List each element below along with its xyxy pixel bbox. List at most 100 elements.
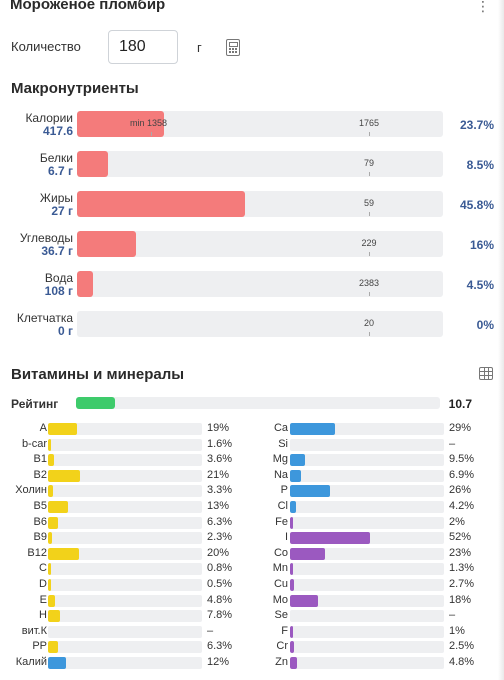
nutrient-name: F: [281, 625, 288, 637]
nutrient-bar: [290, 548, 444, 560]
nutrient-bar-fill: [48, 485, 53, 497]
nutrient-bar: [290, 657, 444, 669]
nutrient-percent: 0.5%: [207, 578, 233, 590]
nutrient-percent: 7.8%: [207, 609, 233, 621]
macro-name: Жиры: [39, 191, 73, 205]
nutrient-name: Калий: [15, 656, 47, 668]
nutrient-percent: 29%: [449, 422, 472, 434]
nutrient-percent: 1%: [449, 625, 465, 637]
nutrient-percent: 21%: [207, 469, 230, 481]
nutrient-bar: [48, 610, 202, 622]
nutrient-name: Ca: [273, 422, 288, 434]
nutrient-percent: 0.8%: [207, 562, 233, 574]
nutrient-bar-fill: [48, 532, 52, 544]
nutrient-bar-fill: [48, 439, 51, 451]
nutrient-percent: –: [207, 625, 214, 637]
nutrient-bar-fill: [290, 470, 301, 482]
macro-norm: 2383: [359, 278, 380, 288]
nutrient-bar: [48, 548, 202, 560]
nutrient-bar: [290, 454, 444, 466]
nutrient-name: Se: [274, 609, 288, 621]
nutrient-bar: [290, 563, 444, 575]
nutrient-percent: 4.8%: [207, 594, 233, 606]
nutrient-bar-fill: [290, 626, 293, 638]
nutrient-bar: [48, 595, 202, 607]
table-view-icon[interactable]: [479, 367, 493, 380]
nutrient-bar-fill: [48, 470, 80, 482]
macro-bar: min 1358 1765: [77, 111, 443, 137]
nutrient-bar: [48, 626, 202, 638]
nutrient-percent: –: [449, 609, 456, 621]
macros-title: Макронутриенты: [11, 80, 139, 97]
nutrient-name: Холин: [15, 484, 47, 496]
macro-value: 36.7 г: [41, 244, 73, 258]
macro-norm-tick: [369, 172, 370, 176]
nutrient-name: C: [39, 562, 47, 574]
calculator-icon[interactable]: [226, 39, 240, 56]
nutrient-name: PP: [32, 640, 47, 652]
nutrient-bar: [290, 517, 444, 529]
nutrient-bar: [48, 423, 202, 435]
macro-norm-tick: [369, 332, 370, 336]
macro-percent: 0%: [476, 318, 494, 332]
nutrient-bar-fill: [290, 579, 294, 591]
nutrient-percent: 26%: [449, 484, 472, 496]
nutrient-percent: 12%: [207, 656, 230, 668]
nutrient-bar: [48, 454, 202, 466]
nutrient-percent: 19%: [207, 422, 230, 434]
macro-bar-fill: [77, 271, 93, 297]
nutrient-percent: 13%: [207, 500, 230, 512]
nutrient-name: B9: [33, 531, 47, 543]
nutrient-bar-fill: [290, 532, 370, 544]
macro-norm-tick: [369, 252, 370, 256]
nutrient-bar: [48, 563, 202, 575]
nutrient-bar: [290, 485, 444, 497]
nutrient-name: Si: [278, 438, 288, 450]
nutrient-bar-fill: [48, 423, 77, 435]
nutrient-bar-fill: [48, 595, 55, 607]
nutrient-bar-fill: [48, 501, 68, 513]
nutrient-bar-fill: [290, 657, 297, 669]
nutrient-bar: [48, 439, 202, 451]
nutrient-bar: [290, 501, 444, 513]
quantity-input[interactable]: 180: [108, 30, 178, 64]
nutrient-bar-fill: [290, 423, 335, 435]
nutrient-bar-fill: [290, 501, 296, 513]
macro-percent: 4.5%: [466, 278, 494, 292]
macro-row: Белки 6.7 г 79 8.5%: [0, 151, 504, 179]
macro-bar: 59: [77, 191, 443, 217]
nutrient-name: Cl: [277, 500, 288, 512]
macro-row: Клетчатка 0 г 20 0%: [0, 311, 504, 339]
header-bar: Мороженое пломбир ⋮: [0, 0, 504, 18]
macro-value: 0 г: [57, 324, 73, 338]
rating-bar: [76, 397, 440, 409]
nutrient-percent: 1.6%: [207, 438, 233, 450]
nutrient-name: B12: [27, 547, 47, 559]
macro-percent: 23.7%: [459, 118, 494, 132]
nutrient-bar: [290, 641, 444, 653]
nutrient-percent: 3.6%: [207, 453, 233, 465]
nutrient-percent: 20%: [207, 547, 230, 559]
nutrient-percent: 52%: [449, 531, 472, 543]
macro-row: Калории 417.6 min 1358 1765 23.7%: [0, 111, 504, 139]
nutrient-bar: [48, 579, 202, 591]
nutrient-name: вит.К: [21, 625, 47, 637]
nutrient-bar-fill: [290, 454, 305, 466]
macro-norm: 79: [364, 158, 375, 168]
nutrient-bar-fill: [48, 563, 51, 575]
page-title: Мороженое пломбир: [10, 0, 166, 13]
macro-row: Жиры 27 г 59 45.8%: [0, 191, 504, 219]
nutrient-bar: [290, 439, 444, 451]
nutrient-bar-fill: [290, 517, 293, 529]
macro-percent: 45.8%: [459, 198, 494, 212]
nutrient-percent: 9.5%: [449, 453, 475, 465]
nutrient-name: Fe: [275, 516, 288, 528]
nutrient-bar-fill: [48, 657, 66, 669]
nutrient-bar: [290, 626, 444, 638]
more-menu-icon[interactable]: ⋮: [476, 0, 490, 14]
macro-norm: 229: [361, 238, 377, 248]
nutrient-percent: 3.3%: [207, 484, 233, 496]
nutrient-percent: 6.9%: [449, 469, 475, 481]
vitamins-title: Витамины и минералы: [11, 366, 185, 383]
macro-norm-tick: [369, 292, 370, 296]
